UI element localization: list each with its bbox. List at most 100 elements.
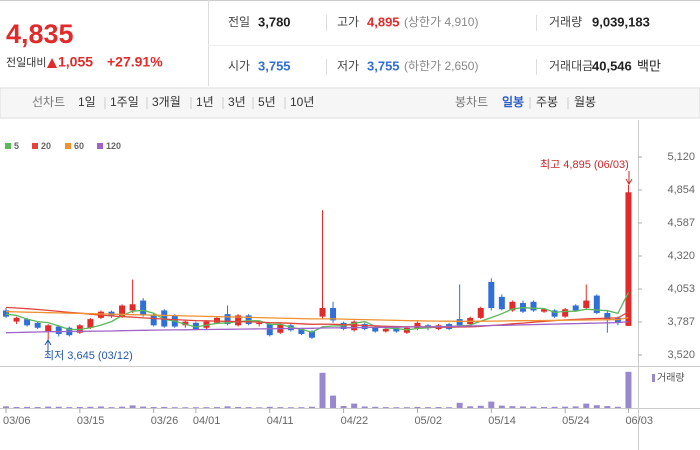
volume-bar [583,403,590,408]
volume-bar [171,407,178,408]
volume-bar [55,406,62,408]
period-tab[interactable]: 일봉 [502,95,524,109]
range-tab[interactable]: 1일 [78,95,96,109]
range-tab[interactable]: 1주일 [110,95,139,109]
candle-body [34,322,41,328]
volume-bar [203,407,210,408]
x-tick-label: 05/14 [488,415,516,427]
volume-bar [13,406,20,408]
range-tab[interactable]: 10년 [290,95,314,109]
candle-body [245,315,252,325]
change-percent: +27.91% [107,54,163,70]
y-tick-label: 4,320 [667,250,695,262]
x-tick-label: 05/02 [414,415,442,427]
volume-bar [76,407,83,408]
period-tab[interactable]: 월봉 [574,95,596,109]
stat-value: 3,755 [258,58,291,73]
volume-bar [308,406,315,408]
stat-note: (상한가 4,910) [404,15,478,29]
candle-body [382,329,389,332]
candle-body [372,327,379,332]
candle-body [308,331,315,338]
volume-bar [34,407,41,408]
volume-bar [319,372,326,408]
volume-bar [403,407,410,408]
candle-body [87,319,94,328]
tab-group-label: 선차트 [32,95,65,109]
volume-bar [298,407,305,408]
y-tick-label: 4,053 [667,283,695,295]
candle-body [3,310,9,317]
candle-body [140,300,147,316]
candle-body [55,326,62,334]
candle-body [256,322,263,325]
range-tab[interactable]: 3개월 [152,95,181,109]
volume-bar [530,406,537,408]
volume-bar [488,401,495,408]
tab-bar [0,87,700,119]
candle-body [182,321,189,326]
candle-body [572,305,579,311]
stat-note: (하한가 2,650) [404,59,478,73]
period-tab[interactable]: 주봉 [536,95,558,109]
candle-body [129,304,136,311]
tab-options: 1일 1주일 3개월 1년 3년 5년 10년 일봉 주봉 월봉 [78,95,596,109]
volume-bar [66,407,73,408]
volume-bar [45,406,52,408]
stat-value: 40,546 [592,58,632,73]
stat-value: 3,780 [258,14,291,29]
candle-body [45,325,52,332]
volume-legend-label: 거래량 [657,372,685,384]
volume-bar [287,407,294,408]
candle-body [192,322,199,330]
volume-bar [140,406,147,408]
candle-body [24,319,31,326]
y-tick-label: 4,854 [667,184,695,196]
legend-swatch [65,143,71,149]
x-tick-label: 03/15 [77,415,105,427]
volume-bar [435,407,442,408]
candle-body [614,317,621,323]
volume-bar [562,406,569,408]
candle-body [625,192,632,326]
range-tab[interactable]: 3년 [228,95,246,109]
stat-value: 9,039,183 [592,14,650,29]
candle-body [214,317,220,323]
candle-body [13,317,20,322]
candle-body [235,315,242,326]
volume-bar [330,395,337,408]
moving-average-line [5,311,629,322]
volume-bar [214,407,220,408]
volume-bar [351,403,358,408]
low-annotation: 최저 3,645 (03/12) [44,349,133,362]
volume-bar [182,407,189,408]
candle-body [351,321,358,331]
volume-bar [235,406,242,408]
legend-swatch [97,143,103,149]
volume-bar [161,406,168,408]
stat-label: 시가 [228,59,250,73]
x-tick-label: 06/03 [625,415,653,427]
candle-body [583,300,590,308]
high-arrow [625,171,633,185]
chart: 3,520 3,787 4,053 4,320 4,587 4,854 5,120 5 20 60… [0,120,700,450]
low-arrow [44,339,52,350]
legend-label: 20 [41,141,51,151]
moving-average-line [5,320,629,334]
range-tab[interactable]: 5년 [258,95,276,109]
volume-bar [477,405,484,408]
volume-bar [3,406,9,408]
stat-label: 고가 [337,15,359,29]
legend-label: 60 [74,141,84,151]
volume-bar [498,405,505,408]
stat-label: 전일 [228,15,250,29]
stat-value: 4,895 [367,14,400,29]
candle-body [361,324,368,330]
candle-body [541,309,548,312]
stat-label: 거래량 [549,15,582,29]
range-tab[interactable]: 1년 [196,95,214,109]
candle-body [551,310,558,317]
candle-body [150,315,157,326]
volume-bar [414,406,421,408]
